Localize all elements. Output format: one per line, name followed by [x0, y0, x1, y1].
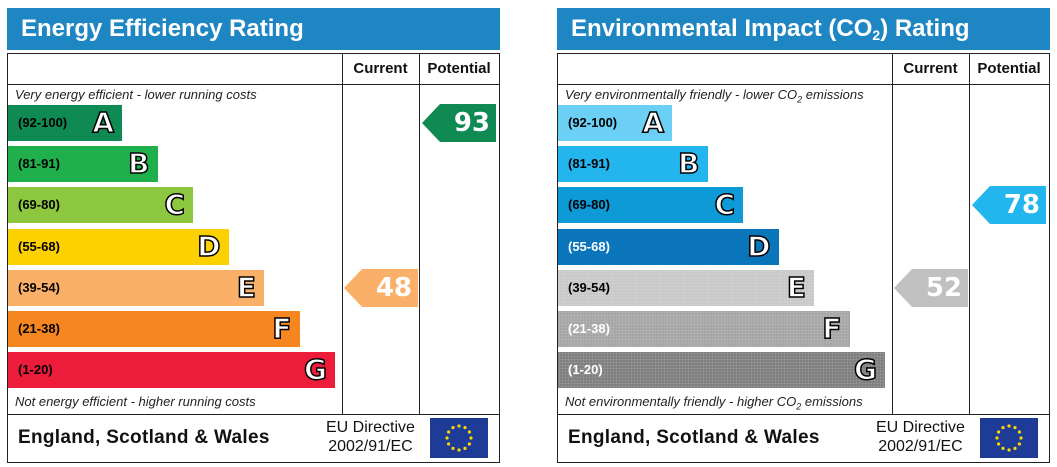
current-rating-value: 52 — [925, 272, 962, 303]
band-range: (39-54) — [18, 279, 60, 295]
environmental-impact-panel: Environmental Impact (CO2) Rating Curren… — [557, 8, 1050, 463]
eu-star — [463, 426, 467, 430]
footer-directive: EU Directive 2002/91/EC — [876, 419, 965, 455]
band-bar-e: (39-54) E — [8, 269, 264, 306]
energy-efficiency-panel: Energy Efficiency Rating Current Potenti… — [7, 8, 500, 463]
potential-rating-arrow: 93 — [422, 104, 496, 142]
band-letter: D — [196, 229, 221, 264]
band-range: (81-91) — [568, 156, 610, 172]
band-range: (69-80) — [18, 197, 60, 213]
bottom-note: Not environmentally friendly - higher CO… — [565, 394, 863, 412]
band-letter: A — [642, 105, 665, 140]
band-range: (81-91) — [18, 156, 60, 172]
band-letter: B — [127, 146, 150, 181]
eu-star — [445, 436, 449, 440]
band-letter: G — [303, 352, 327, 387]
eu-star — [469, 436, 473, 440]
bottom-note: Not energy efficient - higher running co… — [15, 394, 256, 409]
eu-star — [457, 448, 461, 452]
band-bar-f: (21-38) F — [558, 311, 850, 347]
eu-star — [467, 442, 471, 446]
band-bar-d: (55-68) D — [8, 228, 229, 265]
eu-star — [1007, 448, 1011, 452]
rating-table: Current Potential Very energy efficient … — [7, 53, 500, 463]
eu-star — [1001, 446, 1005, 450]
band-bar-c: (69-80) C — [8, 187, 193, 224]
band-bar-a: (92-100) A — [8, 105, 122, 141]
eu-flag-icon — [430, 418, 488, 458]
current-rating-value: 48 — [375, 272, 412, 303]
band-letter: F — [822, 311, 843, 346]
band-range: (92-100) — [568, 115, 618, 130]
band-letter: E — [236, 270, 257, 305]
footer-directive: EU Directive 2002/91/EC — [326, 419, 415, 455]
eu-star — [1019, 436, 1023, 440]
eu-star — [1013, 446, 1017, 450]
potential-column-header: Potential — [977, 60, 1041, 77]
band-bar-c: (69-80) C — [558, 187, 743, 224]
eu-star — [1007, 424, 1011, 428]
band-range: (55-68) — [568, 238, 610, 254]
footer-country: England, Scotland & Wales — [568, 427, 820, 448]
band-bar-g: (1-20) G — [558, 352, 885, 389]
eu-star — [1017, 442, 1021, 446]
band-letter: E — [786, 270, 807, 305]
panel-title: Environmental Impact (CO2) Rating — [557, 8, 1050, 50]
band-letter: F — [272, 311, 293, 346]
band-range: (55-68) — [18, 238, 60, 254]
panel-title: Energy Efficiency Rating — [7, 8, 500, 50]
eu-star — [467, 430, 471, 434]
potential-rating-arrow: 78 — [972, 186, 1046, 225]
band-range: (21-38) — [568, 321, 610, 336]
band-bar-g: (1-20) G — [8, 352, 335, 389]
band-range: (1-20) — [568, 362, 603, 378]
eu-star — [457, 424, 461, 428]
eu-star — [1001, 426, 1005, 430]
band-letter: B — [677, 146, 700, 181]
eu-star — [997, 442, 1001, 446]
eu-star — [1017, 430, 1021, 434]
top-note: Very environmentally friendly - lower CO… — [565, 87, 864, 105]
current-column-header: Current — [353, 60, 408, 77]
current-rating-arrow: 48 — [344, 268, 418, 307]
band-range: (92-100) — [18, 115, 68, 130]
band-bar-a: (92-100) A — [558, 105, 672, 141]
band-letter: C — [164, 188, 186, 223]
eu-star — [447, 430, 451, 434]
footer-country: England, Scotland & Wales — [18, 427, 270, 448]
band-bar-d: (55-68) D — [558, 228, 779, 265]
eu-star — [451, 426, 455, 430]
potential-rating-value: 93 — [453, 108, 490, 138]
band-bar-f: (21-38) F — [8, 311, 300, 347]
eu-star — [995, 436, 999, 440]
potential-rating-value: 78 — [1003, 190, 1040, 221]
band-bar-b: (81-91) B — [8, 146, 158, 183]
top-note: Very energy efficient - lower running co… — [15, 87, 257, 102]
eu-star — [1013, 426, 1017, 430]
current-column-header: Current — [903, 60, 958, 77]
band-letter: G — [853, 352, 877, 387]
band-letter: A — [92, 105, 115, 140]
eu-star — [463, 446, 467, 450]
band-bar-e: (39-54) E — [558, 269, 814, 306]
band-range: (21-38) — [18, 321, 60, 336]
band-range: (1-20) — [18, 362, 53, 378]
eu-flag-icon — [980, 418, 1038, 458]
eu-star — [451, 446, 455, 450]
eu-star — [447, 442, 451, 446]
potential-column-header: Potential — [427, 60, 491, 77]
band-letter: C — [714, 188, 736, 223]
current-rating-arrow: 52 — [894, 268, 968, 307]
band-bar-b: (81-91) B — [558, 146, 708, 183]
eu-star — [997, 430, 1001, 434]
band-range: (39-54) — [568, 279, 610, 295]
rating-table: Current Potential Very environmentally f… — [557, 53, 1050, 463]
band-letter: D — [746, 229, 771, 264]
band-range: (69-80) — [568, 197, 610, 213]
